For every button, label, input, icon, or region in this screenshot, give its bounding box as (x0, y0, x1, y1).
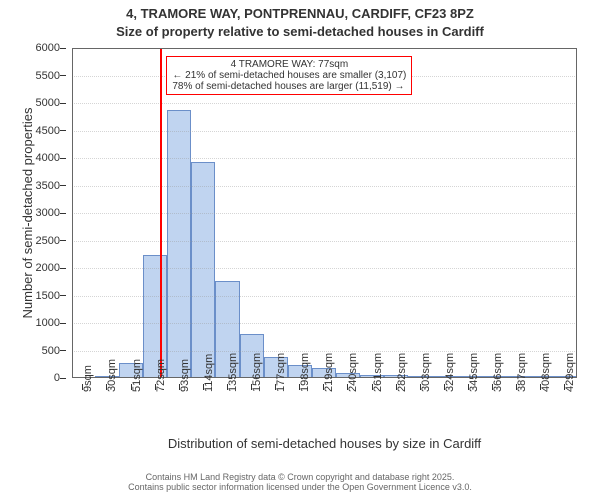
plot-border (72, 48, 577, 378)
annotation-line-2: ← 21% of semi-detached houses are smalle… (172, 70, 406, 81)
chart-title-line-1: 4, TRAMORE WAY, PONTPRENNAU, CARDIFF, CF… (0, 6, 600, 21)
annotation-box: 4 TRAMORE WAY: 77sqm ← 21% of semi-detac… (166, 56, 412, 95)
x-axis-label: Distribution of semi-detached houses by … (72, 436, 577, 451)
y-axis-label: Number of semi-detached properties (20, 48, 35, 378)
credits-line-2: Contains public sector information licen… (128, 482, 472, 492)
credits: Contains HM Land Registry data © Crown c… (0, 472, 600, 492)
credits-line-1: Contains HM Land Registry data © Crown c… (146, 472, 455, 482)
annotation-line-3: 78% of semi-detached houses are larger (… (172, 81, 406, 92)
chart-title-line-2: Size of property relative to semi-detach… (0, 24, 600, 39)
plot-area: 4 TRAMORE WAY: 77sqm ← 21% of semi-detac… (72, 48, 577, 378)
annotation-line-1: 4 TRAMORE WAY: 77sqm (172, 59, 406, 70)
